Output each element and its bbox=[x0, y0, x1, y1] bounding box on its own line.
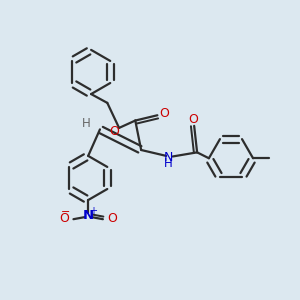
Text: N: N bbox=[164, 151, 173, 164]
Text: O: O bbox=[109, 125, 119, 138]
Text: O: O bbox=[60, 212, 70, 225]
Text: O: O bbox=[107, 212, 117, 225]
Text: H: H bbox=[164, 157, 173, 170]
Text: −: − bbox=[61, 207, 70, 218]
Text: O: O bbox=[159, 107, 169, 120]
Text: +: + bbox=[89, 206, 97, 216]
Text: O: O bbox=[188, 113, 198, 126]
Text: H: H bbox=[82, 117, 91, 130]
Text: N: N bbox=[82, 209, 94, 222]
